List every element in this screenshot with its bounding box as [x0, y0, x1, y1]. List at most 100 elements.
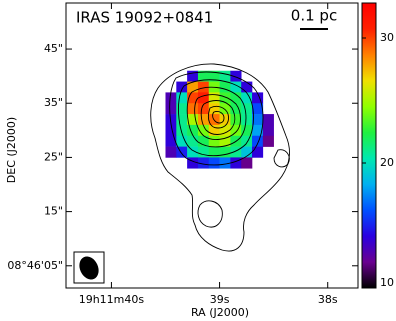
colorbar-swatch: [362, 88, 376, 90]
colorbar-swatch: [362, 29, 376, 31]
colorbar-swatch: [362, 81, 376, 83]
colorbar-swatch: [362, 230, 376, 232]
colorbar-swatch: [362, 196, 376, 198]
heatmap-cell: [197, 103, 210, 115]
colorbar-swatch: [362, 195, 376, 197]
colorbar-swatch: [362, 150, 376, 152]
colorbar-swatch: [362, 13, 376, 15]
colorbar-swatch: [362, 117, 376, 119]
colorbar-swatch: [362, 205, 376, 207]
contour: [212, 111, 225, 124]
colorbar-swatch: [362, 262, 376, 264]
colorbar-swatch: [362, 280, 376, 282]
heatmap-cell: [208, 135, 220, 147]
colorbar-swatch: [362, 139, 376, 141]
colorbar-swatch: [362, 9, 376, 11]
heatmap-cell: [187, 92, 199, 104]
colorbar-swatch: [362, 50, 376, 52]
colorbar-swatch: [362, 254, 376, 256]
colorbar-swatch: [362, 184, 376, 186]
colorbar-swatch: [362, 22, 376, 24]
colorbar-swatch: [362, 170, 376, 172]
heatmap-cell: [219, 146, 231, 158]
colorbar-swatch: [362, 159, 376, 161]
beam-box: [73, 251, 105, 284]
colorbar-swatch: [362, 62, 376, 64]
heatmap-cell: [230, 157, 242, 169]
colorbar-swatch: [362, 90, 376, 92]
heatmap-cell: [176, 124, 188, 137]
colorbar-swatch: [362, 34, 376, 36]
colorbar-swatch: [362, 219, 376, 221]
colorbar-swatch: [362, 231, 376, 233]
colorbar-swatch: [362, 44, 376, 46]
colorbar-swatch: [362, 224, 376, 226]
colorbar-swatch: [362, 6, 376, 8]
colorbar-swatch: [362, 155, 376, 157]
contour: [197, 200, 223, 228]
colorbar-swatch: [362, 209, 376, 211]
colorbar-swatch: [362, 118, 376, 120]
colorbar-swatch: [362, 114, 376, 116]
colorbar-swatch: [362, 247, 376, 249]
contour: [194, 94, 241, 140]
colorbar-swatch: [362, 23, 376, 25]
colorbar-swatch: [362, 112, 376, 114]
colorbar-swatch: [362, 56, 376, 58]
beam: [79, 256, 99, 280]
heatmap-cell: [197, 92, 210, 104]
colorbar-swatch: [362, 126, 376, 128]
colorbar-swatch: [362, 107, 376, 109]
colorbar-swatch: [362, 20, 376, 22]
colorbar-swatch: [362, 127, 376, 129]
colorbar-swatch: [362, 164, 376, 166]
heatmap-cell: [165, 114, 177, 126]
colorbar-swatch: [362, 122, 376, 124]
colorbar-swatch: [362, 276, 376, 278]
heatmap-cell: [252, 135, 264, 147]
colorbar-swatch: [362, 24, 376, 26]
heatmap-cell: [187, 70, 199, 82]
heatmap-cell: [241, 146, 253, 158]
colorbar-swatch: [362, 120, 376, 122]
colorbar-swatch: [362, 105, 376, 107]
contour: [200, 100, 236, 135]
colorbar-swatch: [362, 80, 376, 82]
heatmap-cell: [176, 146, 188, 158]
colorbar-swatch: [362, 96, 376, 98]
heatmap-cell: [165, 135, 177, 147]
colorbar-swatch: [362, 285, 376, 287]
colorbar-swatch: [362, 239, 376, 241]
colorbar-swatch: [362, 70, 376, 72]
colorbar-swatch: [362, 142, 376, 144]
colorbar-swatch: [362, 264, 376, 266]
colorbar-swatch: [362, 111, 376, 113]
colorbar-swatch: [362, 201, 376, 203]
colorbar-swatch: [362, 33, 376, 35]
colorbar-swatch: [362, 260, 376, 262]
heatmap-cell: [187, 146, 199, 158]
heatmap-cell: [176, 92, 188, 104]
heatmap-cell: [230, 146, 242, 158]
colorbar-swatch: [362, 31, 376, 33]
heatmap-cell: [219, 92, 231, 104]
colorbar-swatch: [362, 175, 376, 177]
heatmap-cell: [197, 70, 210, 82]
colorbar-swatch: [362, 188, 376, 190]
colorbar-swatch: [362, 57, 376, 59]
colorbar-swatch: [362, 251, 376, 253]
colorbar-swatch: [362, 187, 376, 189]
colorbar-swatch: [362, 110, 376, 112]
colorbar-swatch: [362, 227, 376, 229]
heatmap-cell: [197, 114, 210, 126]
colorbar-swatch: [362, 204, 376, 206]
heatmap-cell: [176, 103, 188, 115]
heatmap-cell: [208, 70, 220, 82]
colorbar-swatch: [362, 37, 376, 39]
colorbar: 10 20 30: [362, 3, 394, 289]
colorbar-swatch: [362, 153, 376, 155]
colorbar-swatch: [362, 100, 376, 102]
colorbar-swatch: [362, 240, 376, 242]
colorbar-swatch: [362, 218, 376, 220]
colorbar-swatch: [362, 177, 376, 179]
